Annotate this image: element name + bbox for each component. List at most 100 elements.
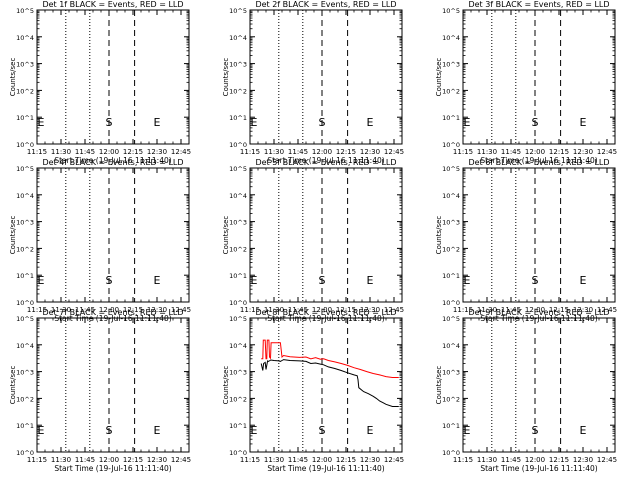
- chart-panel-7: Det 7f BLACK = Events, RED = LLD 10^0 10^1…: [9, 308, 191, 473]
- chart-panel-1: Det 1f BLACK = Events, RED = LLD 10^0 10^1…: [9, 0, 191, 165]
- x-tick-label: 11:30: [264, 456, 284, 464]
- x-tick-label: 11:30: [264, 148, 284, 156]
- y-tick-label: 10^1: [16, 114, 34, 122]
- y-tick-label: 10^5: [229, 165, 247, 173]
- chart-panel-4: Det 4f BLACK = Events, RED = LLD 10^0 10^1…: [9, 158, 191, 323]
- x-tick-label: 11:30: [51, 306, 71, 314]
- x-tick-label: 11:15: [240, 456, 260, 464]
- x-tick-label: 11:45: [288, 306, 308, 314]
- y-axis-label: Counts/sec: [435, 366, 443, 405]
- y-tick-label: 10^4: [229, 342, 247, 350]
- chart-title: Det 9f BLACK = Events, RED = LLD: [468, 308, 609, 317]
- y-tick-label: 10^4: [16, 192, 34, 200]
- x-tick-label: 12:45: [171, 456, 191, 464]
- event-marker-S: S: [319, 116, 326, 129]
- y-tick-label: 10^4: [229, 192, 247, 200]
- y-axis-label: Counts/sec: [435, 216, 443, 255]
- event-marker-S: S: [532, 116, 539, 129]
- y-tick-label: 10^2: [229, 245, 247, 253]
- x-tick-label: 12:30: [147, 306, 167, 314]
- x-tick-label: 11:30: [51, 456, 71, 464]
- x-tick-label: 11:30: [264, 306, 284, 314]
- y-tick-label: 10^2: [16, 87, 34, 95]
- y-tick-label: 10^1: [442, 422, 460, 430]
- event-marker-E: E: [580, 424, 587, 437]
- x-tick-label: 12:15: [123, 306, 143, 314]
- series-line-1: [260, 359, 399, 407]
- x-tick-label: 12:45: [597, 148, 617, 156]
- y-tick-label: 10^5: [16, 165, 34, 173]
- event-marker-S: S: [106, 274, 113, 287]
- y-tick-label: 10^0: [16, 141, 34, 149]
- y-tick-label: 10^5: [229, 315, 247, 323]
- y-tick-label: 10^5: [442, 7, 460, 15]
- event-marker-E: E: [38, 116, 45, 129]
- event-marker-S: S: [106, 424, 113, 437]
- y-axis-label: Counts/sec: [9, 366, 17, 405]
- x-axis-label: Start Time (19-Jul-16 11:11:40): [267, 156, 384, 165]
- x-tick-label: 12:45: [384, 456, 404, 464]
- y-tick-label: 10^2: [16, 245, 34, 253]
- y-tick-label: 10^3: [16, 369, 34, 377]
- x-tick-label: 11:30: [51, 148, 71, 156]
- x-tick-label: 12:00: [99, 306, 119, 314]
- y-tick-label: 10^4: [229, 34, 247, 42]
- x-tick-label: 12:00: [312, 306, 332, 314]
- y-tick-label: 10^3: [229, 219, 247, 227]
- y-tick-label: 10^3: [442, 369, 460, 377]
- y-tick-label: 10^4: [16, 342, 34, 350]
- y-axis-label: Counts/sec: [222, 216, 230, 255]
- y-tick-label: 10^3: [442, 219, 460, 227]
- event-marker-E: E: [38, 424, 45, 437]
- event-marker-E: E: [464, 424, 471, 437]
- x-tick-label: 11:15: [27, 148, 47, 156]
- event-marker-S: S: [319, 424, 326, 437]
- x-tick-label: 11:45: [501, 456, 521, 464]
- y-tick-label: 10^0: [16, 449, 34, 457]
- x-tick-label: 12:30: [147, 456, 167, 464]
- y-tick-label: 10^5: [442, 315, 460, 323]
- x-tick-label: 12:00: [525, 456, 545, 464]
- event-marker-E: E: [580, 116, 587, 129]
- y-tick-label: 10^2: [442, 87, 460, 95]
- event-marker-S: S: [106, 116, 113, 129]
- y-tick-label: 10^4: [16, 34, 34, 42]
- chart-title: Det 8f BLACK = Events, RED = LLD: [255, 308, 396, 317]
- chart-panel-2: Det 2f BLACK = Events, RED = LLD 10^0 10^1…: [222, 0, 404, 165]
- x-tick-label: 12:30: [360, 456, 380, 464]
- plot-frame: [462, 9, 616, 145]
- x-axis-label: Start Time (19-Jul-16 11:11:40): [267, 464, 384, 473]
- event-marker-E: E: [580, 274, 587, 287]
- event-marker-E: E: [154, 116, 161, 129]
- x-axis-label: Start Time (19-Jul-16 11:11:40): [54, 156, 171, 165]
- y-tick-label: 10^0: [442, 449, 460, 457]
- x-tick-label: 11:45: [288, 148, 308, 156]
- x-axis-label: Start Time (19-Jul-16 11:11:40): [480, 156, 597, 165]
- x-tick-label: 12:00: [312, 148, 332, 156]
- event-marker-E: E: [251, 116, 258, 129]
- y-tick-label: 10^1: [442, 272, 460, 280]
- x-tick-label: 12:30: [147, 148, 167, 156]
- y-axis-label: Counts/sec: [222, 58, 230, 97]
- y-tick-label: 10^4: [442, 192, 460, 200]
- event-marker-E: E: [251, 424, 258, 437]
- event-marker-S: S: [319, 274, 326, 287]
- x-tick-label: 12:30: [573, 306, 593, 314]
- x-tick-label: 11:45: [288, 456, 308, 464]
- y-tick-label: 10^2: [229, 395, 247, 403]
- y-tick-label: 10^3: [229, 369, 247, 377]
- y-tick-label: 10^2: [442, 395, 460, 403]
- y-tick-label: 10^3: [16, 219, 34, 227]
- x-axis-label: Start Time (19-Jul-16 11:11:40): [54, 464, 171, 473]
- x-tick-label: 11:15: [27, 456, 47, 464]
- event-marker-E: E: [38, 274, 45, 287]
- plot-frame: [462, 167, 616, 303]
- y-tick-label: 10^1: [16, 272, 34, 280]
- event-marker-E: E: [367, 424, 374, 437]
- event-marker-S: S: [532, 424, 539, 437]
- y-tick-label: 10^5: [229, 7, 247, 15]
- chart-title: Det 1f BLACK = Events, RED = LLD: [42, 0, 183, 9]
- plot-frame: [249, 317, 403, 453]
- y-axis-label: Counts/sec: [222, 366, 230, 405]
